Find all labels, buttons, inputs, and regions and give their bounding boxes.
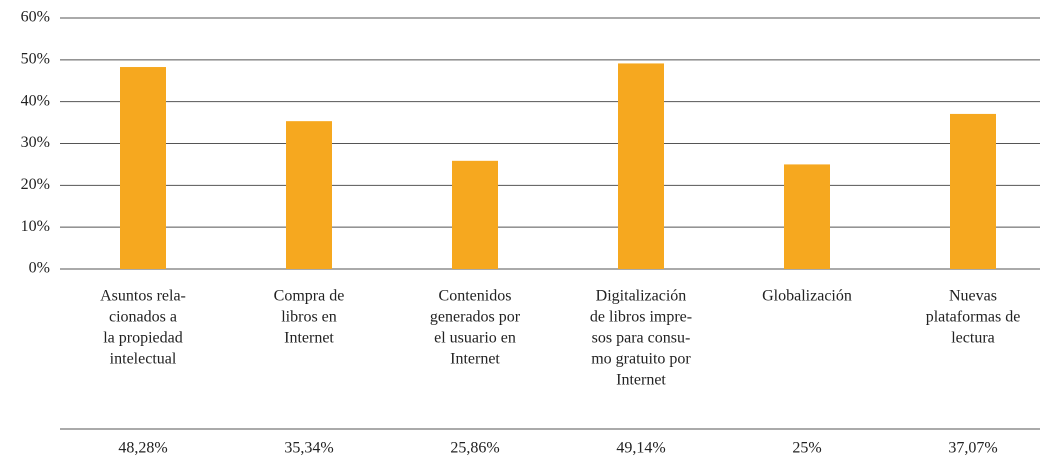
value-label: 49,14% xyxy=(616,440,665,457)
value-label: 37,07% xyxy=(948,440,997,457)
y-tick-label: 30% xyxy=(21,134,50,151)
x-tick-label: el usuario en xyxy=(434,330,516,347)
x-tick-label: sos para consu- xyxy=(592,330,691,347)
x-tick-label: mo gratuito por xyxy=(591,351,691,368)
bar xyxy=(618,63,664,269)
x-tick-label: Internet xyxy=(616,372,666,389)
y-tick-label: 0% xyxy=(29,260,50,277)
x-tick-label: lectura xyxy=(951,330,995,347)
x-tick-label: libros en xyxy=(281,309,337,326)
x-tick-label: generados por xyxy=(430,309,521,326)
y-tick-label: 20% xyxy=(21,176,50,193)
x-tick-label: plataformas de xyxy=(926,309,1021,326)
y-tick-label: 40% xyxy=(21,92,50,109)
x-tick-label: Asuntos rela- xyxy=(100,288,186,305)
x-tick-label: intelectual xyxy=(110,351,177,368)
value-label: 35,34% xyxy=(284,440,333,457)
x-tick-label: la propiedad xyxy=(103,330,183,347)
bar xyxy=(286,121,332,269)
x-tick-label: cionados a xyxy=(109,309,177,326)
value-label: 25% xyxy=(792,440,821,457)
bar xyxy=(784,164,830,269)
x-tick-label: Digitalización xyxy=(596,288,687,305)
bar xyxy=(950,113,996,270)
y-tick-label: 10% xyxy=(21,218,50,235)
bar xyxy=(452,160,498,269)
x-tick-label: Internet xyxy=(284,330,334,347)
x-tick-label: Globalización xyxy=(762,288,852,305)
y-tick-label: 60% xyxy=(21,9,50,26)
x-tick-label: de libros impre- xyxy=(590,309,692,326)
x-tick-label: Compra de xyxy=(274,288,345,305)
x-tick-label: Internet xyxy=(450,351,500,368)
y-tick-label: 50% xyxy=(21,51,50,68)
value-label: 48,28% xyxy=(118,440,167,457)
x-tick-label: Nuevas xyxy=(949,288,997,305)
value-label: 25,86% xyxy=(450,440,499,457)
x-tick-label: Contenidos xyxy=(439,288,512,305)
bar xyxy=(120,67,166,270)
